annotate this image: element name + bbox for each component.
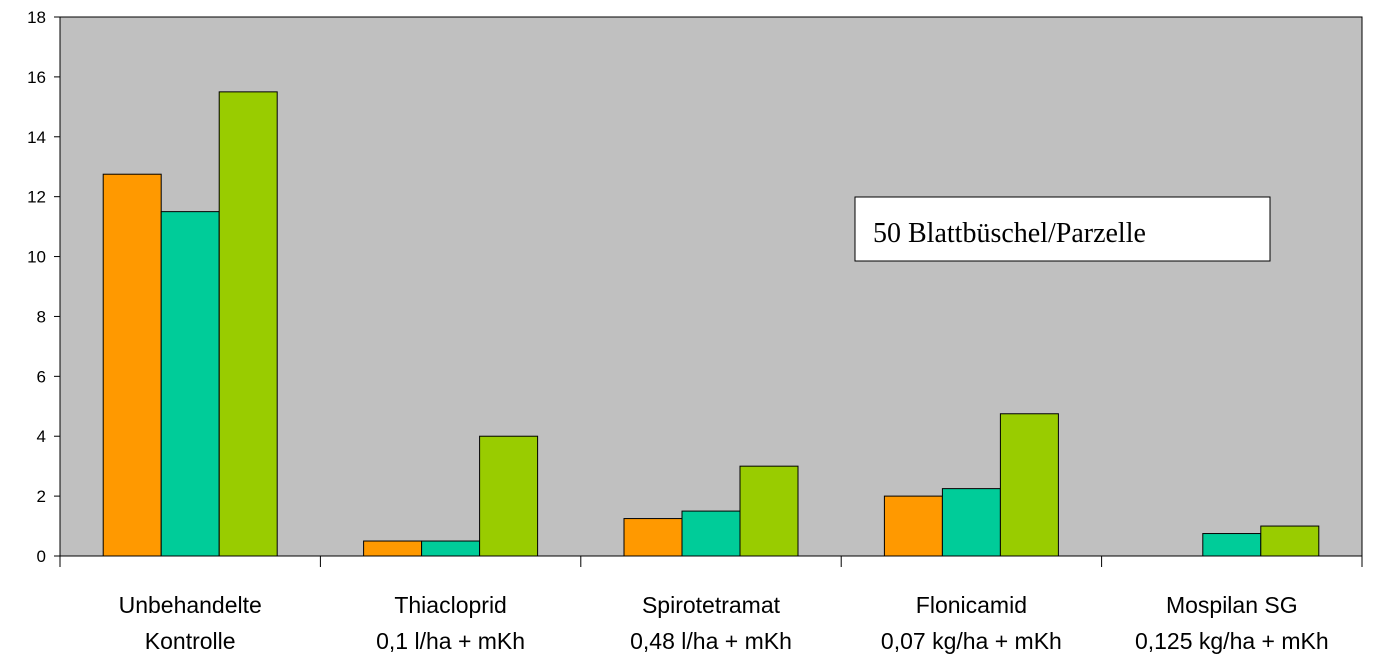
category-label: Flonicamid [916, 592, 1027, 618]
category-label: 0,1 l/ha + mKh [376, 628, 525, 654]
bar [421, 540, 481, 557]
bar [681, 510, 741, 557]
category-label: 0,48 l/ha + mKh [630, 628, 792, 654]
y-tick-label: 0 [37, 547, 46, 566]
annotation-text: 50 Blattbüschel/Parzelle [873, 218, 1146, 249]
y-tick-label: 12 [27, 188, 46, 207]
category-label: Unbehandelte [119, 592, 262, 618]
bar [218, 91, 278, 557]
y-axis: 0 2 4 6 8 10 12 14 16 18 [27, 8, 60, 566]
bar [623, 518, 683, 557]
bar [739, 465, 799, 557]
y-tick-label: 6 [37, 367, 46, 386]
bars-group [102, 91, 1320, 557]
bar [363, 540, 423, 557]
y-tick-label: 18 [27, 8, 46, 27]
y-tick-label: 16 [27, 68, 46, 87]
x-axis: Unbehandelte Kontrolle Thiacloprid 0,1 l/ha… [59, 556, 1363, 654]
bar [1260, 525, 1320, 557]
y-tick-label: 14 [27, 128, 46, 147]
bar [1202, 533, 1262, 557]
category-label: Mospilan SG [1166, 592, 1298, 618]
y-tick-label: 4 [37, 427, 46, 446]
category-label: Kontrolle [145, 628, 236, 654]
y-tick-label: 2 [37, 487, 46, 506]
category-label: 0,125 kg/ha + mKh [1135, 628, 1329, 654]
y-tick-label: 10 [27, 248, 46, 267]
bar [941, 488, 1001, 557]
bar [999, 413, 1059, 557]
bar [102, 173, 162, 557]
y-tick-label: 8 [37, 307, 46, 326]
bar [160, 211, 220, 557]
annotation-box: 50 Blattbüschel/Parzelle [854, 196, 1271, 262]
category-label: Thiacloprid [394, 592, 507, 618]
category-label: 0,07 kg/ha + mKh [881, 628, 1062, 654]
bar [479, 435, 539, 557]
bar [883, 495, 943, 557]
category-label: Spirotetramat [642, 592, 781, 618]
